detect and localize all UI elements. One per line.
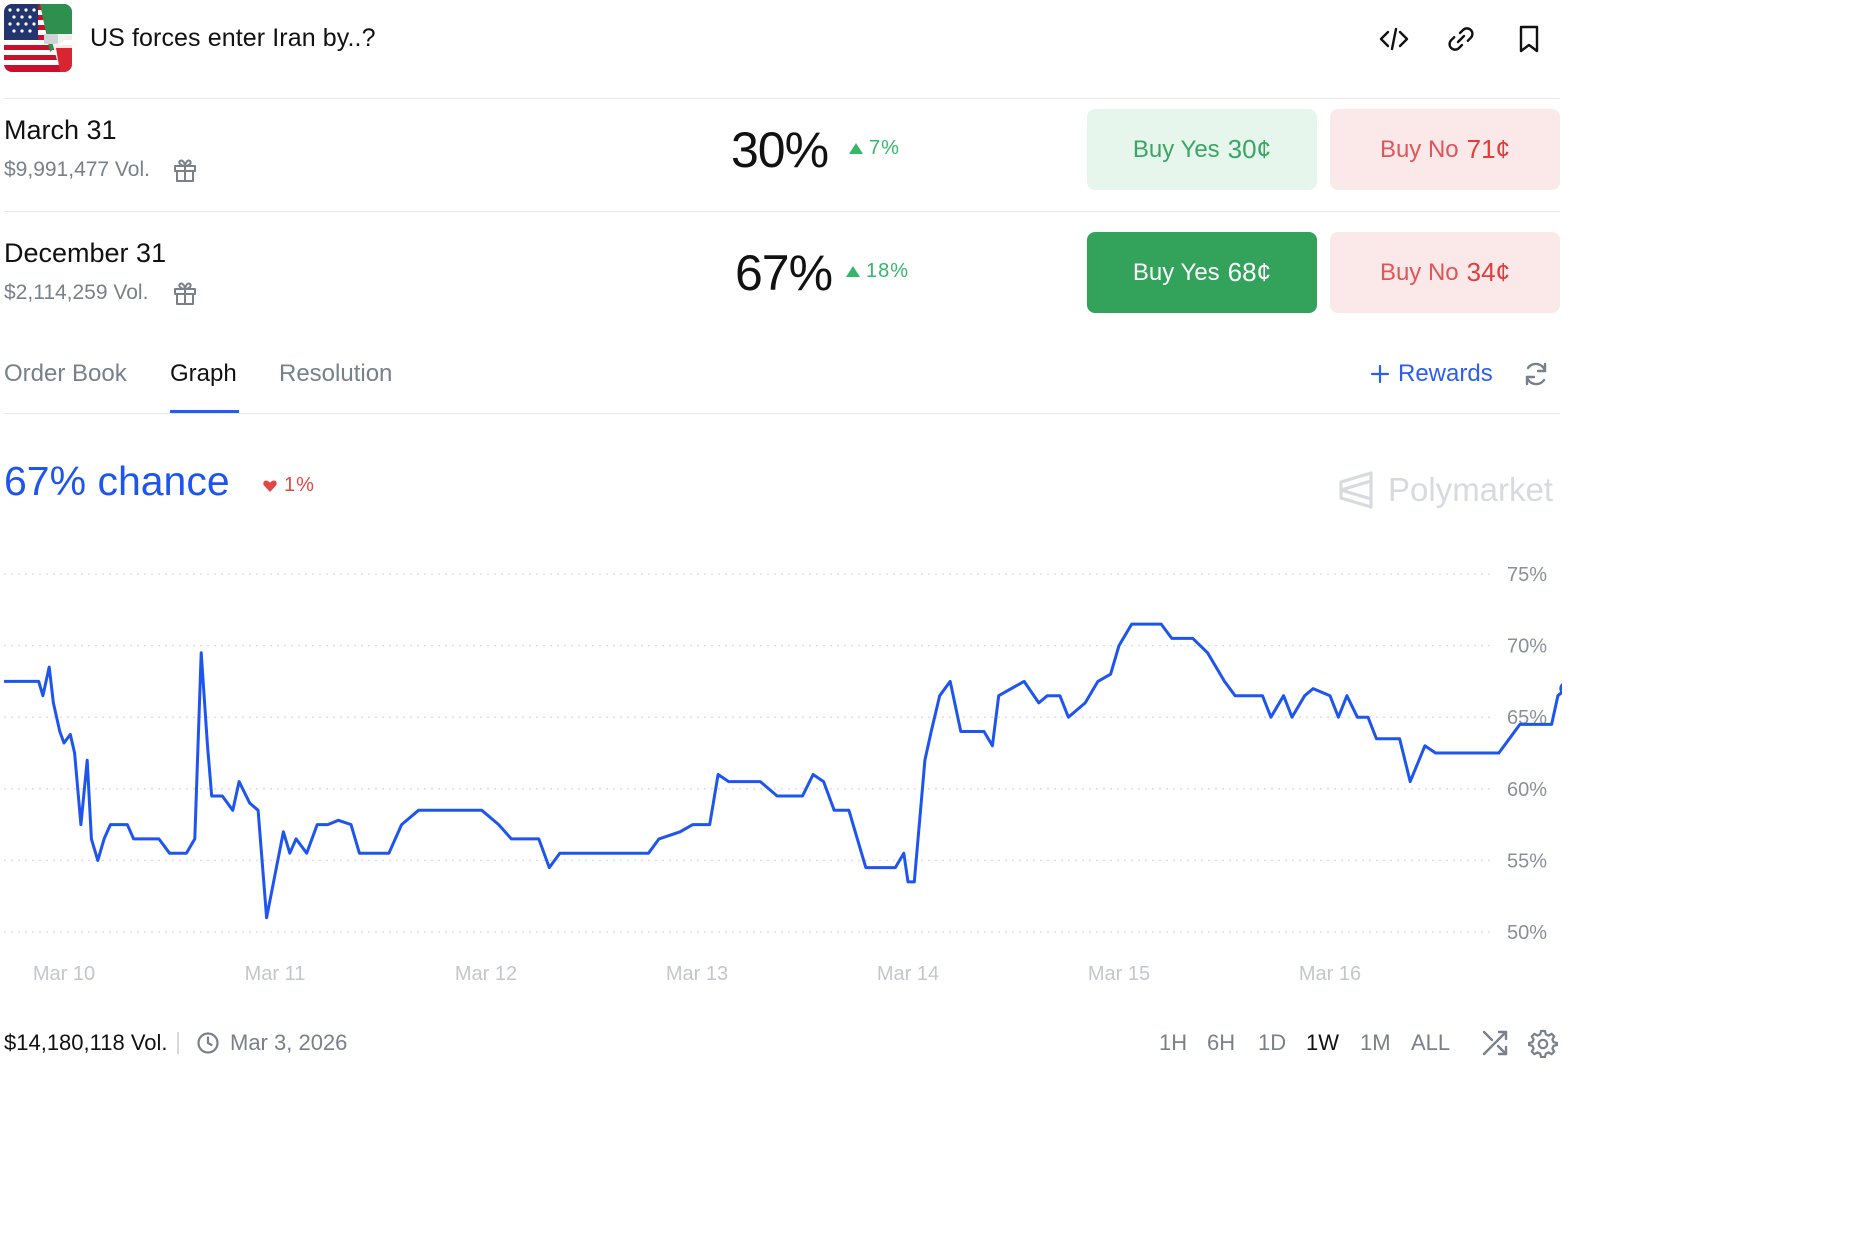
outcome-change-value: 7% — [869, 137, 900, 159]
chance-change: 1% — [262, 474, 315, 497]
gift-icon[interactable] — [172, 157, 198, 183]
divider — [4, 211, 1560, 212]
outcome-name: December 31 — [4, 238, 167, 268]
chance-label: 67% chance — [4, 458, 230, 504]
outcome-percent: 67% — [735, 245, 833, 301]
buy-no-button[interactable]: Buy No 34¢ — [1330, 232, 1560, 313]
x-tick-label: Mar 15 — [1088, 963, 1150, 985]
y-tick-label: 70% — [1507, 636, 1547, 658]
active-tab-indicator — [170, 410, 239, 413]
outcome-name: March 31 — [4, 115, 117, 145]
price-line — [4, 622, 1568, 920]
outcome-row-december-31: December 31 $2,114,259 Vol. 67% 18% Buy … — [0, 222, 1562, 334]
refresh-icon[interactable] — [1520, 358, 1554, 392]
x-tick-label: Mar 12 — [455, 963, 517, 985]
buy-no-label: Buy No — [1379, 135, 1459, 163]
x-tick-label: Mar 14 — [877, 963, 939, 985]
settings-gear-icon[interactable] — [1527, 1028, 1559, 1059]
buy-yes-price: 68¢ — [1227, 257, 1272, 287]
detail-tabs: Order Book Graph Resolution Rewards — [0, 342, 1562, 414]
x-tick-label: Mar 16 — [1299, 963, 1361, 985]
buy-yes-label: Buy Yes — [1132, 258, 1220, 286]
outcome-row-march-31: March 31 $9,991,477 Vol. 30% 7% Buy Yes … — [0, 99, 1562, 211]
rewards-button[interactable]: Rewards — [1370, 360, 1493, 388]
range-1m[interactable]: 1M — [1360, 1030, 1391, 1055]
y-tick-label: 75% — [1507, 564, 1547, 586]
total-volume: $14,180,118 Vol. — [4, 1030, 168, 1055]
x-tick-label: Mar 13 — [666, 963, 728, 985]
polymarket-logo-icon — [1339, 471, 1373, 509]
outcome-change-value: 18% — [866, 260, 910, 282]
clock-icon — [197, 1032, 219, 1054]
range-1w[interactable]: 1W — [1306, 1030, 1339, 1055]
down-heart-icon — [263, 480, 277, 492]
market-title: US forces enter Iran by..? — [90, 24, 376, 52]
market-page: US forces enter Iran by..? March 31 $9,9… — [0, 0, 1574, 1070]
range-1h[interactable]: 1H — [1159, 1030, 1188, 1055]
range-all[interactable]: ALL — [1411, 1030, 1451, 1055]
polymarket-logo: Polymarket — [1338, 470, 1553, 510]
divider — [4, 98, 1560, 99]
up-triangle-icon — [846, 266, 860, 277]
y-tick-label: 50% — [1507, 922, 1547, 944]
buy-no-button[interactable]: Buy No 71¢ — [1330, 109, 1560, 190]
x-tick-label: Mar 11 — [245, 963, 306, 985]
tab-order-book[interactable]: Order Book — [4, 360, 127, 387]
buy-no-price: 71¢ — [1466, 134, 1511, 164]
tab-resolution[interactable]: Resolution — [279, 360, 393, 387]
link-icon[interactable] — [1444, 22, 1478, 56]
range-1d[interactable]: 1D — [1258, 1030, 1287, 1055]
chance-change-value: 1% — [284, 474, 315, 496]
range-6h[interactable]: 6H — [1207, 1030, 1236, 1055]
y-tick-label: 55% — [1507, 850, 1547, 872]
code-icon[interactable] — [1377, 22, 1411, 56]
price-chart-svg: 75% 70% 65% 60% 55% 50% Mar 10 Mar 11 Mar 12 Mar … — [4, 564, 1574, 985]
shuffle-icon[interactable] — [1480, 1028, 1510, 1058]
outcome-percent: 30% — [731, 122, 829, 178]
buy-yes-price: 30¢ — [1227, 134, 1272, 164]
end-date: Mar 3, 2026 — [196, 1030, 347, 1056]
tab-graph[interactable]: Graph — [170, 360, 237, 387]
gift-icon[interactable] — [172, 280, 198, 306]
bookmark-icon[interactable] — [1512, 22, 1546, 56]
outcome-change: 7% — [849, 137, 900, 160]
price-chart: 75% 70% 65% 60% 55% 50% Mar 10 Mar 11 Mar 12 Mar … — [0, 540, 1574, 1000]
end-date-text: Mar 3, 2026 — [230, 1030, 348, 1055]
outcome-volume: $9,991,477 Vol. — [4, 158, 150, 181]
buy-no-price: 34¢ — [1466, 257, 1511, 287]
y-tick-label: 65% — [1507, 707, 1547, 729]
buy-yes-button[interactable]: Buy Yes 30¢ — [1087, 109, 1317, 190]
chart-footer: $14,180,118 Vol. Mar 3, 2026 1H 6H 1D 1W… — [0, 1020, 1562, 1070]
up-triangle-icon — [849, 143, 863, 154]
outcome-change: 18% — [846, 260, 909, 283]
plus-icon — [1370, 364, 1390, 384]
buy-no-label: Buy No — [1379, 258, 1459, 286]
rewards-label: Rewards — [1398, 360, 1493, 387]
divider — [4, 413, 1560, 414]
x-tick-label: Mar 10 — [33, 963, 95, 985]
buy-yes-label: Buy Yes — [1132, 135, 1220, 163]
brand-name: Polymarket — [1388, 471, 1554, 508]
buy-yes-button[interactable]: Buy Yes 68¢ — [1087, 232, 1317, 313]
market-thumbnail — [4, 4, 72, 72]
footer-separator — [177, 1032, 179, 1054]
market-header: US forces enter Iran by..? — [0, 0, 1562, 98]
outcome-volume: $2,114,259 Vol. — [4, 281, 149, 304]
y-tick-label: 60% — [1507, 779, 1547, 801]
